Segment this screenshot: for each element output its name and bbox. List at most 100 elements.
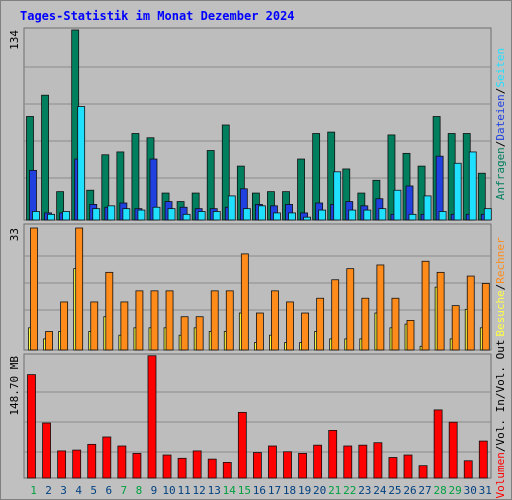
volumen-bar-day-12 [192,450,202,479]
volumen-bar-day-25 [388,457,398,479]
volumen-bar-day-13 [207,458,217,479]
x-tick-label-day-3: 3 [60,484,67,497]
x-tick-label-day-16: 16 [253,484,266,497]
volumen-bar-day-8 [132,452,142,479]
rechner-bar-day-12 [195,316,204,351]
seiten-bar-day-20 [318,209,327,221]
x-tick-label-day-26: 26 [403,484,416,497]
x-tick-label-day-17: 17 [268,484,281,497]
seiten-bar-day-3 [62,211,71,221]
seiten-bar-day-9 [152,206,161,221]
rechner-bar-day-29 [451,305,460,351]
legend-separator: / [494,88,507,95]
rechner-bar-day-6 [105,271,114,351]
seiten-bar-day-18 [288,212,296,221]
seiten-bar-day-12 [197,211,206,221]
rechner-bar-day-11 [180,316,189,351]
seiten-bar-day-13 [212,211,221,221]
x-tick-label-day-1: 1 [30,484,37,497]
volumen-bar-day-19 [298,452,307,479]
volumen-bar-day-17 [268,445,277,479]
x-tick-label-day-20: 20 [313,484,326,497]
rechner-bar-day-15 [240,253,249,351]
x-tick-label-day-31: 31 [479,484,492,497]
rechner-bar-day-30 [466,275,475,351]
seiten-bar-day-5 [92,208,101,221]
x-tick-label-day-24: 24 [373,484,387,497]
x-tick-label-day-5: 5 [90,484,97,497]
seiten-bar-day-25 [393,189,402,221]
rechner-bar-day-3 [60,301,69,351]
seiten-bar-day-15 [242,208,251,221]
anfragen-bar-day-2 [41,94,49,221]
seiten-bar-day-31 [483,208,492,221]
rechner-bar-day-13 [210,290,219,351]
x-tick-label-day-29: 29 [449,484,462,497]
volumen-bar-day-1 [27,374,36,479]
chart-title: Tages-Statistik im Monat Dezember 2024 [20,9,295,23]
seiten-bar-day-7 [122,208,131,221]
volumen-bar-day-30 [463,460,473,479]
volumen-bar-day-26 [403,454,413,479]
x-tick-label-day-22: 22 [343,484,356,497]
volumen-bar-day-2 [42,422,51,479]
seiten-bar-day-1 [32,211,40,221]
volumen-bar-day-16 [252,452,262,479]
seiten-bar-day-30 [468,151,477,221]
x-tick-label-day-11: 11 [177,484,190,497]
x-tick-label-day-18: 18 [283,484,296,497]
x-tick-label-day-10: 10 [162,484,175,497]
legend-label-vol-out: Vol. Out [494,340,507,393]
x-tick-label-day-23: 23 [358,484,371,497]
bottom-max-label: 148.70 MB [8,356,21,416]
volumen-bar-day-31 [478,440,488,479]
anfragen-bar-day-8 [131,133,140,221]
volumen-bar-day-22 [343,445,353,479]
middle-max-label: 33 [8,228,21,241]
volumen-bar-day-3 [57,450,67,479]
middle-panel: 33 Besuche/Rechner [8,223,507,351]
seiten-bar-day-24 [378,208,387,221]
rechner-bar-day-26 [406,320,415,351]
rechner-bar-day-27 [421,260,430,351]
dateien-bar-day-28 [435,155,444,221]
x-tick-label-day-8: 8 [136,484,143,497]
volumen-bar-day-28 [433,409,443,479]
x-tick-label-day-27: 27 [418,484,431,497]
rechner-bar-day-22 [346,268,355,351]
volumen-bar-day-7 [117,445,127,479]
rechner-bar-day-2 [45,331,53,351]
legend-label-besuche: Besuche [494,290,507,336]
volumen-bar-day-11 [177,457,187,479]
seiten-bar-day-22 [348,209,357,221]
x-tick-label-day-12: 12 [193,484,206,497]
x-tick-label-day-6: 6 [105,484,112,497]
seiten-bar-day-27 [423,195,432,221]
x-tick-label-day-19: 19 [298,484,311,497]
seiten-bar-day-14 [227,195,236,221]
x-tick-label-day-15: 15 [238,484,251,497]
seiten-bar-day-16 [257,205,266,221]
x-tick-label-day-25: 25 [388,484,401,497]
rechner-bar-day-17 [271,290,279,351]
rechner-bar-day-18 [286,301,294,351]
rechner-bar-day-7 [120,301,129,351]
rechner-bar-day-24 [376,264,385,351]
volumen-bar-day-14 [222,462,232,479]
seiten-bar-day-21 [333,171,342,221]
rechner-bar-day-1 [30,227,38,351]
x-tick-label-day-30: 30 [464,484,477,497]
seiten-bar-day-4 [77,106,86,221]
middle-legend-label: Besuche/Rechner [494,237,507,337]
rechner-bar-day-14 [225,290,234,351]
seiten-bar-day-19 [303,216,311,221]
volumen-bar-day-10 [162,454,172,479]
legend-label-anfragen: Anfragen [494,147,507,200]
legend-label-rechner: Rechner [494,237,507,284]
x-tick-label-day-7: 7 [121,484,128,497]
rechner-bar-day-23 [361,297,370,351]
rechner-bar-day-21 [331,279,340,351]
x-tick-label-day-9: 9 [151,484,158,497]
rechner-bar-day-5 [90,301,99,351]
